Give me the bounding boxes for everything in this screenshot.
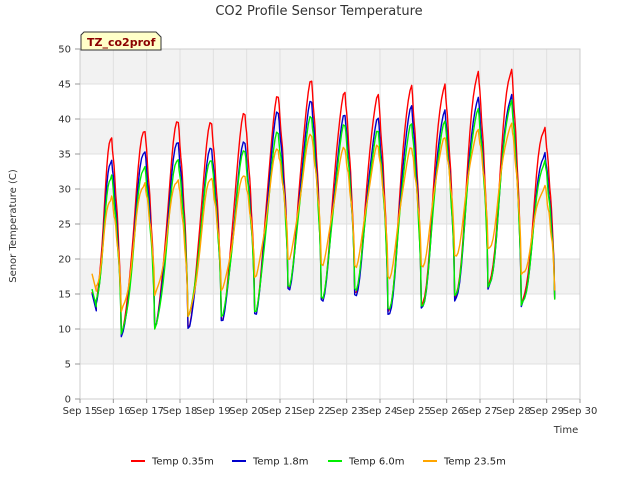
legend-label: Temp 6.0m: [348, 457, 404, 468]
site-badge: TZ_co2prof: [80, 31, 162, 51]
x-tick-label: Sep 16: [96, 406, 131, 417]
y-tick-label: 10: [58, 325, 71, 336]
legend: Temp 0.35m Temp 1.8m Temp 6.0m Temp 23.5m: [131, 457, 506, 468]
plot-band: [80, 154, 580, 189]
x-tick-label: Sep 17: [129, 406, 164, 417]
legend-item-3: Temp 6.0m: [328, 457, 404, 468]
x-tick-label: Sep 27: [463, 406, 498, 417]
legend-label: Temp 1.8m: [252, 457, 308, 468]
y-tick-label: 20: [58, 255, 71, 266]
y-tick-labels: 0 5 10 15 20 25 30 35 40 45 50: [58, 45, 80, 406]
x-tick-label: Sep 19: [196, 406, 231, 417]
chart-title: CO2 Profile Sensor Temperature: [215, 4, 422, 19]
x-tick-label: Sep 30: [563, 406, 598, 417]
legend-label: Temp 0.35m: [151, 457, 214, 468]
plot-band: [80, 84, 580, 119]
y-tick-label: 50: [58, 45, 71, 56]
x-tick-label: Sep 22: [296, 406, 331, 417]
y-tick-label: 45: [58, 80, 71, 91]
series-layer: [91, 68, 556, 338]
y-tick-label: 40: [58, 115, 71, 126]
legend-item-4: Temp 23.5m: [423, 457, 506, 468]
plot-band: [80, 49, 580, 84]
site-badge-box: [80, 31, 162, 51]
plot-band: [80, 294, 580, 329]
y-tick-label: 15: [58, 290, 71, 301]
plot-band: [80, 119, 580, 154]
y-tick-label: 30: [58, 185, 71, 196]
y-tick-label: 0: [65, 395, 71, 406]
site-badge-label: TZ_co2prof: [87, 36, 156, 49]
x-tick-label: Sep 20: [229, 406, 264, 417]
plot-band: [80, 329, 580, 364]
x-tick-label: Sep 15: [63, 406, 98, 417]
y-tick-label: 35: [58, 150, 71, 161]
x-axis-title: Time: [553, 425, 578, 436]
x-tick-label: Sep 26: [429, 406, 464, 417]
legend-item-2: Temp 1.8m: [232, 457, 308, 468]
y-tick-label: 5: [65, 360, 71, 371]
y-tick-label: 25: [58, 220, 71, 231]
x-tick-label: Sep 29: [529, 406, 564, 417]
x-tick-label: Sep 28: [496, 406, 531, 417]
y-axis-title: Senor Temperature (C): [8, 169, 19, 283]
x-tick-label: Sep 18: [163, 406, 198, 417]
legend-label: Temp 23.5m: [443, 457, 506, 468]
legend-item-1: Temp 0.35m: [131, 457, 214, 468]
x-tick-label: Sep 21: [263, 406, 298, 417]
x-tick-label: Sep 24: [363, 406, 398, 417]
x-tick-label: Sep 23: [329, 406, 364, 417]
series-line-4: [91, 122, 556, 318]
plot-band: [80, 364, 580, 399]
plot-band: [80, 189, 580, 224]
x-tick-label: Sep 25: [396, 406, 431, 417]
